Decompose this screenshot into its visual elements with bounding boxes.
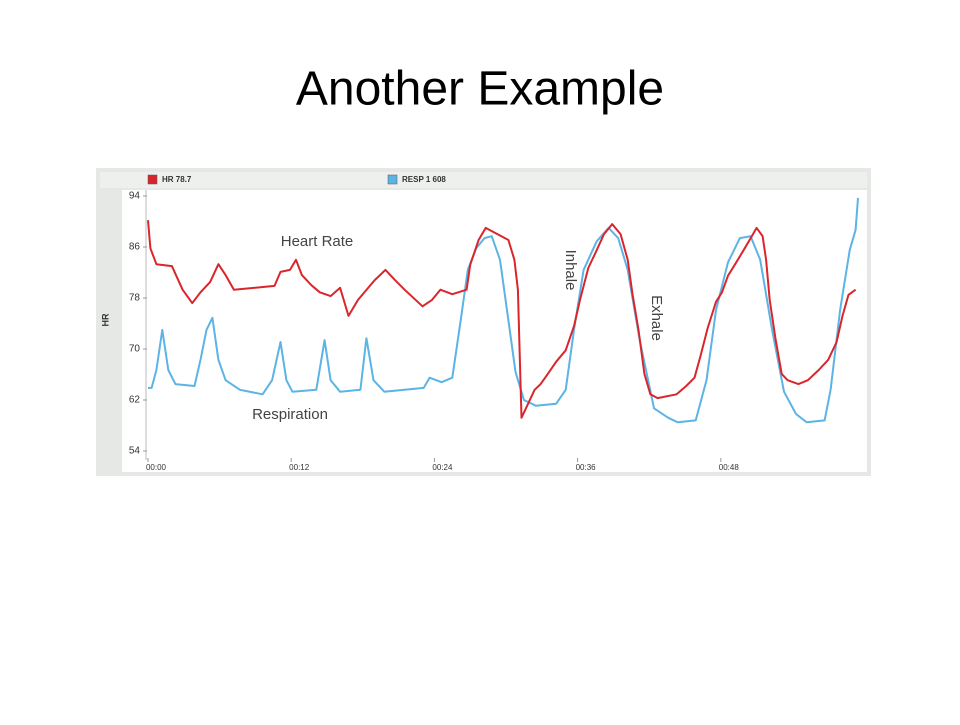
y-tick-label: 62 — [129, 395, 141, 406]
y-tick-label: 70 — [129, 344, 141, 355]
y-tick-label: 78 — [129, 293, 141, 304]
annotation: Exhale — [648, 295, 665, 341]
data-line — [148, 197, 859, 424]
y-axis-label: HR — [100, 313, 110, 326]
legend-label: HR 78.7 — [162, 175, 192, 184]
legend-swatch — [147, 174, 158, 185]
x-tick-label: 00:48 — [719, 463, 740, 472]
slide-title: Another Example — [296, 63, 664, 116]
y-tick-label: 54 — [129, 446, 141, 457]
y-tick-label: 86 — [129, 242, 141, 253]
x-tick-label: 00:00 — [146, 463, 167, 472]
x-tick-label: 00:24 — [432, 463, 453, 472]
data-line — [147, 220, 857, 419]
y-tick-label: 94 — [129, 191, 141, 202]
legend-label: RESP 1 608 — [402, 175, 446, 184]
x-tick-label: 00:36 — [576, 463, 597, 472]
x-tick-label: 00:12 — [289, 463, 310, 472]
annotation: Heart Rate — [281, 233, 354, 250]
legend-swatch — [387, 174, 398, 185]
legend-bar — [100, 172, 867, 188]
annotation: Inhale — [562, 250, 579, 291]
annotation: Respiration — [252, 406, 328, 423]
